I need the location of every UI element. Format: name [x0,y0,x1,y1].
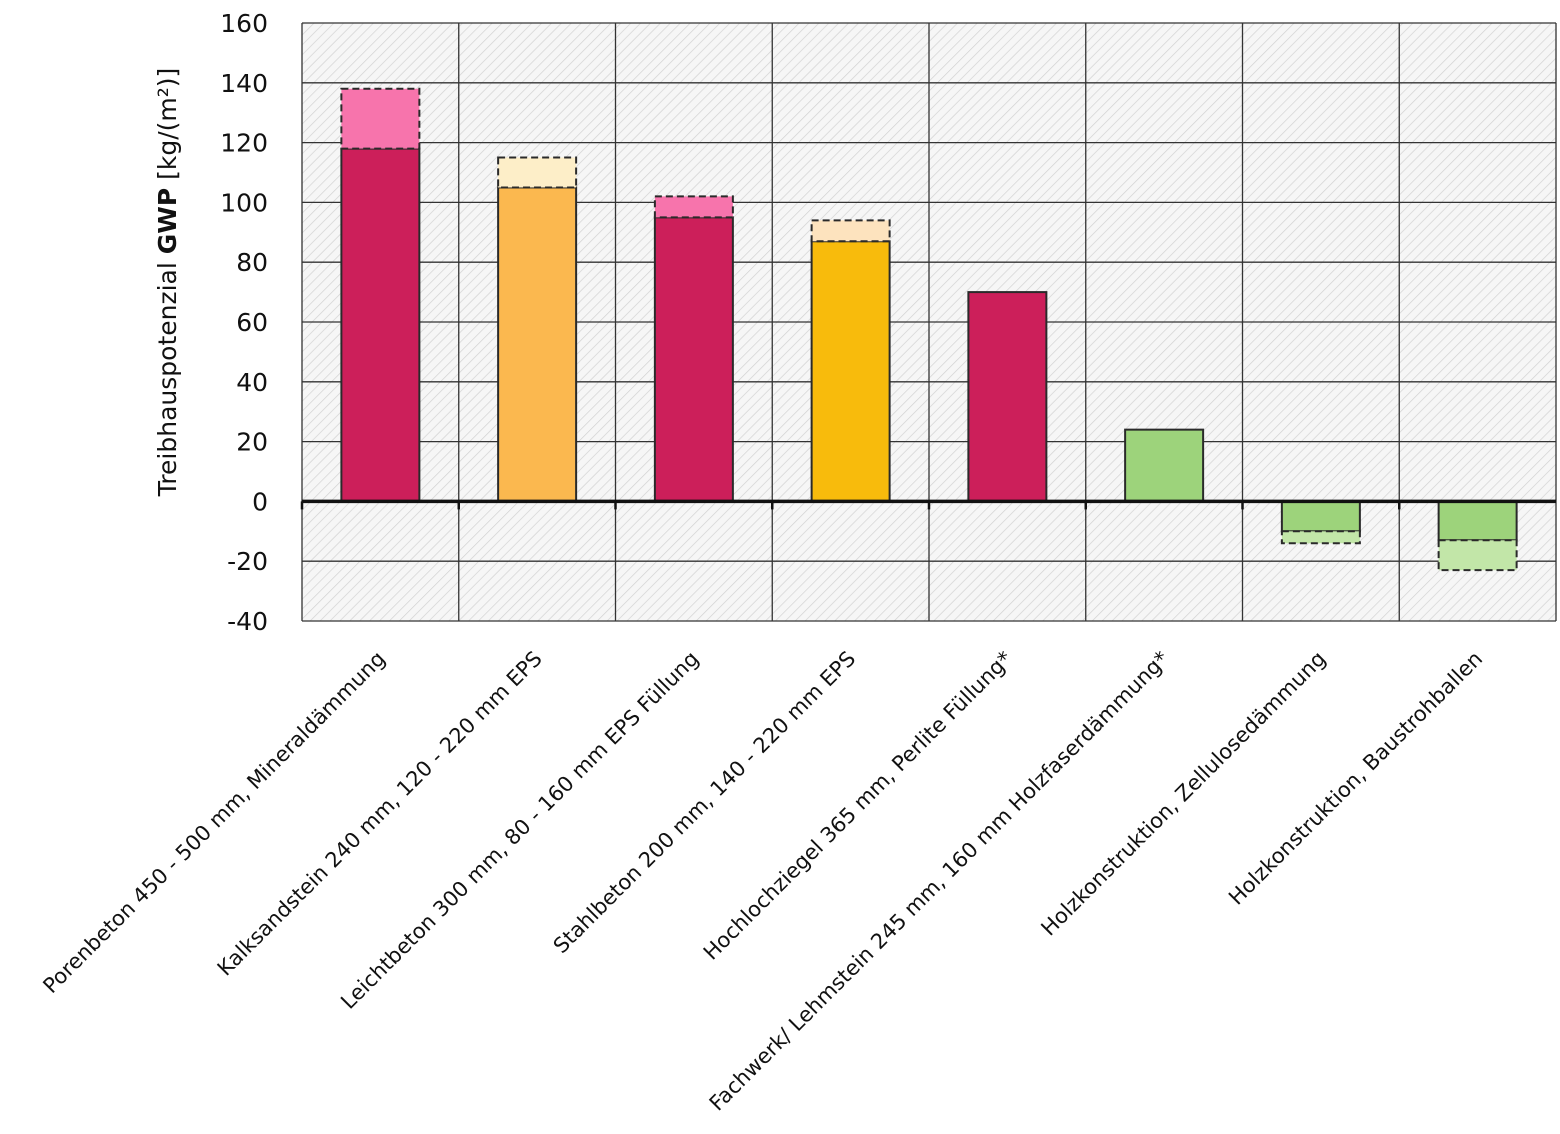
bar-range [1437,539,1518,572]
bar-base [653,216,734,503]
y-tick-label: 0 [252,487,268,516]
bar-base [1437,500,1518,542]
bar-range [1280,530,1361,545]
zero-axis [300,499,1556,510]
y-tick-label: 120 [220,129,268,158]
bar-base [497,186,578,503]
y-tick-label: 20 [236,428,268,457]
y-axis-title-unit: [kg/(m²)] [153,68,182,188]
bar-base [1124,428,1205,503]
category-label: Holzkonstruktion, Zellulosedämmung [1036,647,1330,941]
y-tick-label: 160 [220,9,268,38]
y-axis-title: Treibhauspotenzial GWP [kg/(m²)] [153,68,182,498]
bar-range [810,219,891,243]
category-label: Hochlochziegel 365 mm, Perlite Füllung* [699,647,1017,965]
y-tick-label: 80 [236,248,268,277]
category-labels: Porenbeton 450 - 500 mm, MineraldämmungK… [38,647,1487,1116]
y-tick-label: -40 [227,607,268,636]
bar-range [653,195,734,219]
bars [340,87,1518,572]
bar-range [340,87,421,150]
category-label: Leichtbeton 300 mm, 80 - 160 mm EPS Füll… [336,647,703,1014]
bar-range [497,156,578,189]
y-tick-label: -20 [227,547,268,576]
category-label: Porenbeton 450 - 500 mm, Mineraldämmung [38,647,390,999]
y-tick-labels: -40 -20 0 20 40 60 80 100 120 140 160 [220,9,268,636]
bar-base [340,147,421,503]
y-tick-label: 100 [220,188,268,217]
bar-base [1280,500,1361,533]
category-label: Holzkonstruktion, Baustrohballen [1224,647,1487,910]
y-tick-label: 60 [236,308,268,337]
bar-base [967,291,1048,503]
bar-base [810,240,891,503]
category-label: Kalksandstein 240 mm, 120 - 220 mm EPS [213,647,547,981]
y-tick-label: 140 [220,69,268,98]
y-tick-label: 40 [236,368,268,397]
y-axis-title-bold: GWP [153,188,182,254]
y-axis-title-regular: Treibhauspotenzial [153,254,182,497]
gridlines [301,22,1557,622]
category-label: Stahlbeton 200 mm, 140 - 220 mm EPS [549,647,861,959]
